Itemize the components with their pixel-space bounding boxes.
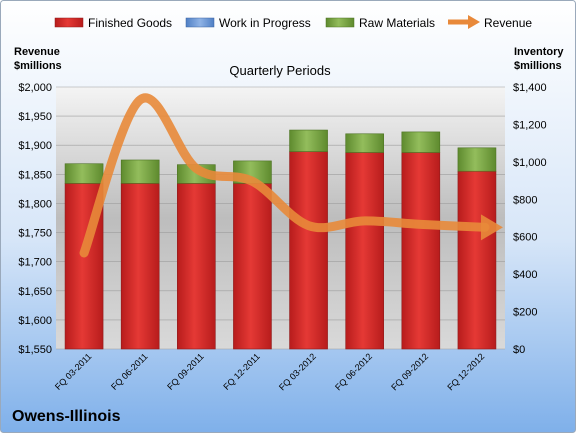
legend-swatch-finished-goods [54,17,84,28]
legend-arrow-revenue [468,15,480,29]
legend-label-work-in-progress: Work in Progress [219,16,311,30]
left-tick-label: $1,700 [18,257,52,269]
bar-finished-goods [289,151,328,350]
revenue-arrowhead [480,214,503,241]
bar-finished-goods [457,170,497,350]
right-tick-label: $0 [513,344,525,356]
right-tick-label: $1,200 [513,119,547,131]
left-tick-label: $1,850 [18,169,52,181]
left-tick-label: $1,750 [18,228,52,240]
right-tick-label: $200 [513,307,537,319]
revenue-line [79,93,490,258]
company-name: Owens-Illinois [12,408,121,425]
left-tick-label: $1,600 [18,315,52,327]
legend-swatch-raw-materials [325,17,355,28]
bar-raw-materials [345,133,384,153]
right-tick-label: $1,000 [513,157,547,169]
left-tick-label: $1,950 [18,111,52,123]
bar-finished-goods [120,183,160,350]
legend-label-raw-materials: Raw Materials [359,16,435,30]
bar-raw-materials [457,147,497,172]
left-axis-title-line1: Revenue [14,46,60,58]
legend-label-revenue: Revenue [484,16,532,30]
bar-raw-materials [401,131,441,153]
bar-finished-goods [401,152,441,350]
bar-raw-materials [289,129,328,152]
right-tick-label: $400 [513,269,537,281]
left-tick-label: $1,550 [18,344,52,356]
bar-finished-goods [177,183,216,350]
bar-finished-goods [345,152,384,350]
right-tick-label: $1,400 [513,82,547,94]
chart-title: Quarterly Periods [229,63,331,78]
bar-raw-materials [120,159,160,184]
right-tick-label: $800 [513,194,537,206]
legend-swatch-work-in-progress [185,17,215,28]
left-tick-label: $1,800 [18,198,52,210]
right-tick-label: $600 [513,232,537,244]
legend-label-finished-goods: Finished Goods [88,16,172,30]
bar-finished-goods [233,183,272,350]
left-tick-label: $1,900 [18,140,52,152]
bar-raw-materials [64,163,104,184]
bar-series [64,129,497,350]
right-axis-title-line1: Inventory [514,46,564,58]
legend: Finished Goods Work in Progress Raw Mate… [54,15,532,30]
left-tick-label: $2,000 [18,82,52,94]
left-tick-label: $1,650 [18,286,52,298]
left-axis-title-line2: $millions [14,60,62,72]
right-axis-title-line2: $millions [514,60,562,72]
